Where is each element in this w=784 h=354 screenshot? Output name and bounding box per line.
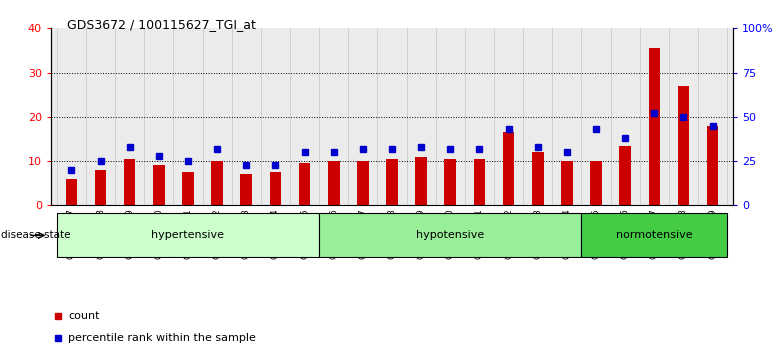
Bar (182, 172, 194, 205)
Bar (619, 145, 631, 205)
Bar (582, 213, 728, 257)
Bar (153, 166, 165, 205)
Bar (416, 156, 427, 205)
Text: hypertensive: hypertensive (151, 230, 224, 240)
Bar (707, 126, 718, 205)
Bar (124, 159, 136, 205)
Bar (66, 179, 77, 205)
Bar (328, 161, 339, 205)
Bar (445, 159, 456, 205)
Text: GDS3672 / 100115627_TGI_at: GDS3672 / 100115627_TGI_at (67, 18, 256, 31)
Bar (474, 159, 485, 205)
Text: normotensive: normotensive (616, 230, 692, 240)
Text: hypotensive: hypotensive (416, 230, 485, 240)
Bar (532, 152, 543, 205)
Bar (56, 213, 319, 257)
Bar (503, 132, 514, 205)
Text: count: count (68, 311, 100, 321)
Bar (648, 48, 660, 205)
Bar (590, 161, 602, 205)
Bar (241, 175, 252, 205)
Bar (95, 170, 107, 205)
Bar (561, 161, 573, 205)
Text: percentile rank within the sample: percentile rank within the sample (68, 333, 256, 343)
Bar (270, 172, 281, 205)
Bar (677, 86, 689, 205)
Bar (319, 213, 582, 257)
Text: disease state: disease state (1, 230, 71, 240)
Bar (387, 159, 397, 205)
Bar (211, 161, 223, 205)
Bar (357, 161, 368, 205)
Bar (299, 163, 310, 205)
